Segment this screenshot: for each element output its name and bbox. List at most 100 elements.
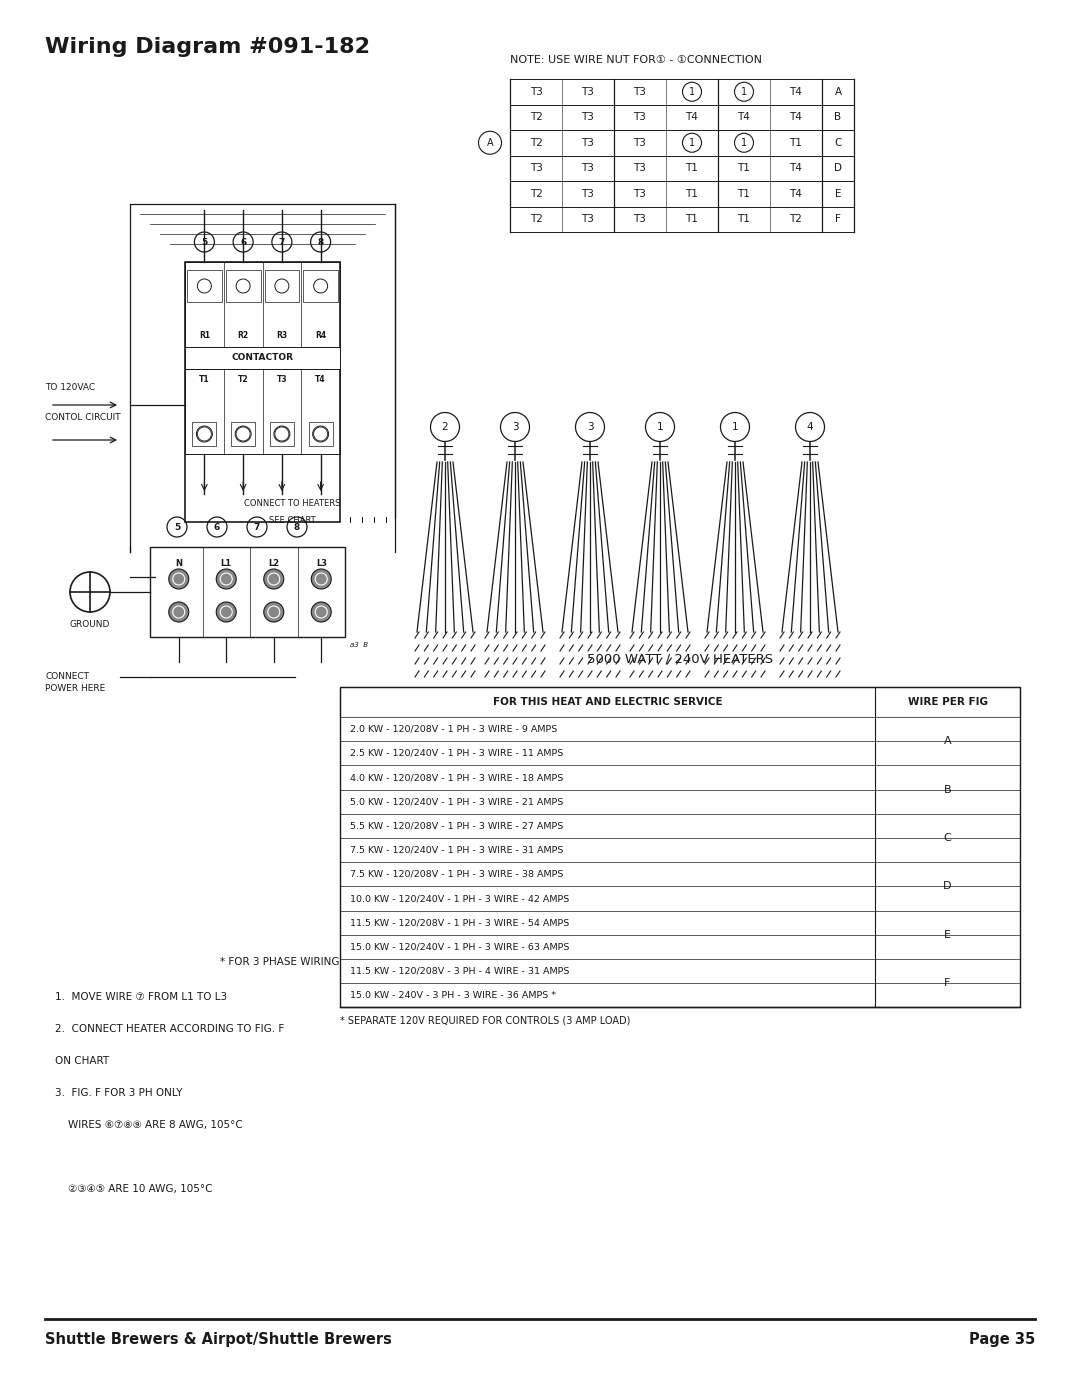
Bar — [340, 687, 1020, 717]
Text: T3: T3 — [634, 87, 647, 96]
Text: T4: T4 — [789, 163, 802, 173]
Text: 3: 3 — [512, 422, 518, 432]
Bar — [340, 887, 1020, 911]
Text: E: E — [835, 189, 841, 198]
Text: 3: 3 — [586, 422, 593, 432]
Text: T2: T2 — [529, 138, 542, 148]
Text: T3: T3 — [581, 189, 594, 198]
Circle shape — [168, 602, 189, 622]
Bar — [309, 422, 333, 446]
Bar — [340, 838, 1020, 862]
Text: R4: R4 — [315, 331, 326, 339]
Bar — [270, 422, 294, 446]
Text: R3: R3 — [276, 331, 287, 339]
Text: T2: T2 — [529, 214, 542, 225]
Text: T1: T1 — [686, 189, 699, 198]
Text: 11.5 KW - 120/208V - 3 PH - 4 WIRE - 31 AMPS: 11.5 KW - 120/208V - 3 PH - 4 WIRE - 31 … — [350, 967, 569, 975]
Bar — [231, 422, 255, 446]
Text: T3: T3 — [634, 138, 647, 148]
Text: 1: 1 — [657, 422, 663, 432]
Text: T2: T2 — [529, 189, 542, 198]
Text: Shuttle Brewers & Airpot/Shuttle Brewers: Shuttle Brewers & Airpot/Shuttle Brewers — [45, 1331, 392, 1347]
Text: Page 35: Page 35 — [969, 1331, 1035, 1347]
Text: GROUND: GROUND — [70, 620, 110, 629]
Text: T1: T1 — [738, 189, 751, 198]
Text: D: D — [943, 882, 951, 891]
Text: 3.  FIG. F FOR 3 PH ONLY: 3. FIG. F FOR 3 PH ONLY — [55, 1088, 183, 1098]
Text: 1: 1 — [689, 87, 696, 96]
Bar — [340, 983, 1020, 1007]
Text: T3: T3 — [581, 87, 594, 96]
Text: T3: T3 — [581, 163, 594, 173]
Text: 8: 8 — [318, 237, 324, 246]
Text: 11.5 KW - 120/208V - 1 PH - 3 WIRE - 54 AMPS: 11.5 KW - 120/208V - 1 PH - 3 WIRE - 54 … — [350, 918, 569, 928]
Text: T4: T4 — [738, 112, 751, 123]
Text: SEE CHART: SEE CHART — [269, 515, 315, 525]
Circle shape — [264, 602, 284, 622]
Bar — [340, 862, 1020, 887]
Text: D: D — [834, 163, 842, 173]
Bar — [185, 263, 340, 346]
Bar — [340, 742, 1020, 766]
Text: 5: 5 — [174, 522, 180, 531]
Text: T4: T4 — [789, 189, 802, 198]
Text: ON CHART: ON CHART — [55, 1056, 109, 1066]
Text: T3: T3 — [529, 87, 542, 96]
Text: 1: 1 — [731, 422, 739, 432]
Circle shape — [311, 569, 332, 590]
Text: F: F — [835, 214, 841, 225]
Text: R2: R2 — [238, 331, 248, 339]
Text: T1: T1 — [738, 214, 751, 225]
Circle shape — [264, 569, 284, 590]
Text: T3: T3 — [529, 163, 542, 173]
Text: ②③④⑤ ARE 10 AWG, 105°C: ②③④⑤ ARE 10 AWG, 105°C — [55, 1185, 213, 1194]
Text: 6: 6 — [214, 522, 220, 531]
Bar — [340, 766, 1020, 789]
Text: 7.5 KW - 120/240V - 1 PH - 3 WIRE - 31 AMPS: 7.5 KW - 120/240V - 1 PH - 3 WIRE - 31 A… — [350, 845, 564, 855]
Text: * SEPARATE 120V REQUIRED FOR CONTROLS (3 AMP LOAD): * SEPARATE 120V REQUIRED FOR CONTROLS (3… — [340, 1016, 631, 1025]
Text: T3: T3 — [581, 138, 594, 148]
Bar — [192, 422, 216, 446]
Text: WIRES ⑥⑦⑧⑨ ARE 8 AWG, 105°C: WIRES ⑥⑦⑧⑨ ARE 8 AWG, 105°C — [55, 1120, 243, 1130]
Text: L2: L2 — [268, 559, 280, 569]
Text: T2: T2 — [238, 374, 248, 384]
Bar — [226, 270, 260, 302]
Text: A: A — [835, 87, 841, 96]
Circle shape — [311, 602, 332, 622]
Text: T4: T4 — [789, 112, 802, 123]
Text: CONTOL CIRCUIT: CONTOL CIRCUIT — [45, 414, 121, 422]
Bar — [265, 270, 299, 302]
Circle shape — [168, 569, 189, 590]
Bar — [185, 263, 340, 522]
Text: 10.0 KW - 120/240V - 1 PH - 3 WIRE - 42 AMPS: 10.0 KW - 120/240V - 1 PH - 3 WIRE - 42 … — [350, 894, 569, 902]
Text: 7: 7 — [254, 522, 260, 531]
Text: T3: T3 — [276, 374, 287, 384]
Text: 15.0 KW - 120/240V - 1 PH - 3 WIRE - 63 AMPS: 15.0 KW - 120/240V - 1 PH - 3 WIRE - 63 … — [350, 943, 569, 951]
Text: C: C — [944, 833, 951, 842]
Text: 8: 8 — [294, 522, 300, 531]
Text: 2: 2 — [442, 422, 448, 432]
Text: T3: T3 — [581, 214, 594, 225]
Bar — [185, 369, 340, 454]
Text: F: F — [944, 978, 950, 988]
Text: 7: 7 — [279, 237, 285, 246]
Text: T2: T2 — [789, 214, 802, 225]
Text: T1: T1 — [738, 163, 751, 173]
Bar — [150, 548, 345, 637]
Text: T1: T1 — [199, 374, 210, 384]
Text: T3: T3 — [634, 112, 647, 123]
Bar — [340, 935, 1020, 958]
Bar — [187, 270, 221, 302]
Text: CONTACTOR: CONTACTOR — [231, 353, 294, 362]
Text: T1: T1 — [686, 214, 699, 225]
Text: T3: T3 — [634, 189, 647, 198]
Text: 5: 5 — [201, 237, 207, 246]
Text: 5000 WATT / 240V HEATERS: 5000 WATT / 240V HEATERS — [586, 652, 773, 665]
Text: A: A — [944, 736, 951, 746]
Text: T3: T3 — [634, 214, 647, 225]
Text: 2.0 KW - 120/208V - 1 PH - 3 WIRE - 9 AMPS: 2.0 KW - 120/208V - 1 PH - 3 WIRE - 9 AM… — [350, 725, 557, 733]
Text: T4: T4 — [789, 87, 802, 96]
Circle shape — [216, 569, 237, 590]
Bar — [340, 789, 1020, 814]
Text: L3: L3 — [315, 559, 327, 569]
